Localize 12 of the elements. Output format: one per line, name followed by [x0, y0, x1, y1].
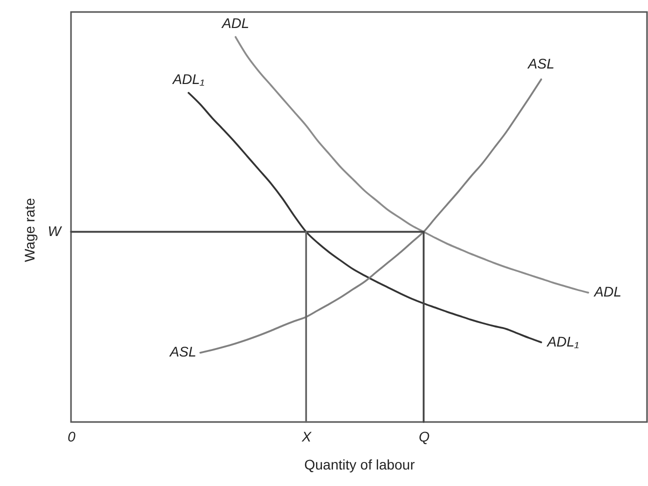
annotation: W [48, 222, 63, 239]
text: ADL [222, 15, 250, 31]
series-label: ADL [593, 284, 622, 300]
x-axis-title: Quantity of labour [304, 456, 416, 472]
x-tick-label: 0 [68, 428, 76, 444]
x-tick-label: X [300, 428, 312, 444]
series-label: ADL₁ [546, 333, 580, 350]
text: ASL [528, 55, 554, 72]
series-label: ASL [168, 344, 196, 360]
text: ADL₁ [172, 70, 204, 87]
y-axis-title: Wage rate [22, 198, 38, 262]
x-tick-label: Q [418, 428, 430, 444]
